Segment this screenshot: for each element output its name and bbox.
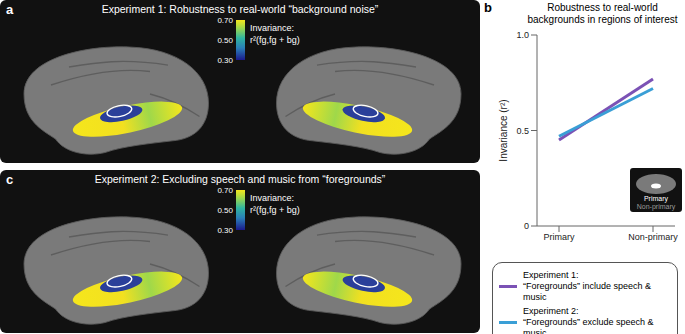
svg-text:Experiment 1: Robustness to re: Experiment 1: Robustness to real-world “… [102, 3, 379, 15]
svg-text:a: a [6, 2, 14, 17]
svg-text:Non-primary: Non-primary [628, 232, 678, 242]
svg-text:Invariance:: Invariance: [250, 23, 294, 33]
html-text:b: b [484, 0, 492, 15]
svg-text:Invariance:: Invariance: [250, 193, 294, 203]
html-text:Robustness to real-world backg: Robustness to real-world backgrounds in … [527, 2, 678, 25]
svg-text:0.30: 0.30 [217, 226, 233, 235]
html-text:Experiment 2:: Experiment 2: [523, 306, 579, 316]
svg-text:Experiment 2: Excluding speech: Experiment 2: Excluding speech and music… [95, 173, 386, 185]
svg-text:0.50: 0.50 [217, 206, 233, 215]
svg-text:Non-primary: Non-primary [637, 203, 676, 211]
svg-text:0.30: 0.30 [217, 56, 233, 65]
svg-text:c: c [6, 172, 13, 187]
svg-text:0: 0 [524, 221, 529, 231]
svg-text:r²(fg,fg + bg): r²(fg,fg + bg) [250, 205, 300, 215]
svg-text:Primary: Primary [544, 232, 575, 242]
html-text:“Foregrounds” include speech &: “Foregrounds” include speech & music [523, 281, 652, 302]
svg-text:r²(fg,fg + bg): r²(fg,fg + bg) [250, 35, 300, 45]
svg-text:1.0: 1.0 [516, 30, 529, 40]
svg-text:0.70: 0.70 [217, 186, 233, 195]
html-text:Experiment 1:: Experiment 1: [523, 270, 579, 280]
svg-text:0.50: 0.50 [217, 36, 233, 45]
svg-text:Primary: Primary [644, 195, 669, 203]
svg-text:0.70: 0.70 [217, 16, 233, 25]
svg-text:0.5: 0.5 [516, 126, 529, 136]
svg-text:Invariance (r²): Invariance (r²) [498, 99, 509, 161]
